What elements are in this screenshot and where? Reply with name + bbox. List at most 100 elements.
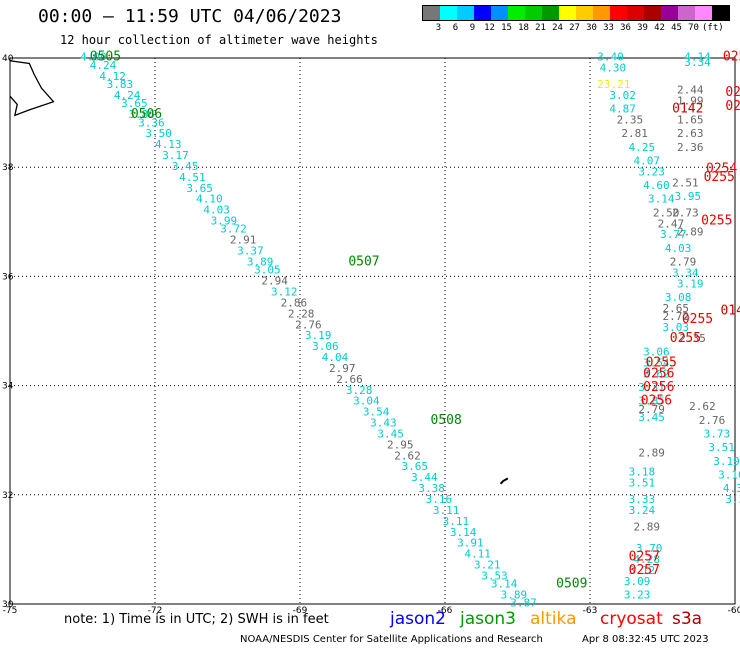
wave-height-value: 3.06 (643, 346, 670, 359)
wave-height-value: 3.12 (629, 564, 656, 577)
x-tick-label: -60 (728, 606, 740, 616)
legend-swatch (491, 6, 508, 20)
wave-height-value: 3.77 (660, 228, 687, 241)
satellite-label: altika (530, 609, 577, 629)
wave-height-value: 3.23 (638, 165, 665, 178)
wave-height-value: 3.51 (629, 477, 656, 490)
legend-unit: (ft) (702, 23, 724, 33)
track-time-label: 0255 (704, 170, 735, 185)
wave-height-value: 3.03 (663, 321, 690, 334)
wave-height-value: 3.11 (443, 515, 470, 528)
wave-height-value: 3.65 (402, 460, 429, 473)
wave-height-value: 3.89 (501, 589, 528, 602)
wave-height-value: 3.14 (491, 578, 518, 591)
legend-tick: 24 (552, 23, 563, 33)
wave-height-value: 4.04 (322, 351, 349, 364)
wave-height-value: 4.25 (629, 141, 656, 154)
wave-height-value: 4.60 (643, 179, 670, 192)
footer-credit: NOAA/NESDIS Center for Satellite Applica… (240, 634, 543, 645)
wave-height-value: 4.03 (665, 242, 692, 255)
wave-height-value: 3.62 (643, 367, 670, 380)
wave-height-value: 4.13 (155, 138, 182, 151)
map-frame (9, 57, 736, 605)
wave-height-value: 2.91 (230, 234, 257, 247)
wave-height-value: 4.07 (634, 154, 661, 167)
wave-height-value: 3.53 (481, 569, 508, 582)
wave-height-value: 4.37 (723, 482, 740, 495)
wave-height-value: 3.86 (128, 108, 155, 121)
track-time-label: 0255 (682, 312, 713, 327)
x-tick-label: -66 (438, 606, 453, 616)
wave-height-value: 3.33 (629, 493, 656, 506)
legend-swatch (423, 6, 440, 20)
page-subtitle: 12 hour collection of altimeter wave hei… (60, 33, 378, 47)
footer-timestamp: Apr 8 08:32:45 UTC 2023 (582, 634, 709, 645)
legend-swatch (678, 6, 695, 20)
wave-height-value: 3.36 (138, 116, 165, 129)
wave-height-value: 3.37 (237, 245, 264, 258)
y-tick-label: 38 (2, 163, 14, 173)
wave-height-value: 3.04 (353, 395, 380, 408)
legend-tick: 39 (637, 23, 648, 33)
wave-height-value: 3.44 (411, 471, 438, 484)
satellite-label: s3a (672, 609, 703, 629)
track-time-label: 0255 (670, 331, 701, 346)
wave-height-value: 4.87 (609, 103, 636, 116)
y-tick-label: 32 (2, 491, 13, 501)
wave-height-value: 3.65 (186, 182, 213, 195)
wave-height-value: 3.16 (426, 493, 453, 506)
track-time-label: 0507 (348, 254, 379, 269)
legend-swatch (593, 6, 610, 20)
wave-height-value: 4.12 (99, 70, 126, 83)
y-tick-label: 30 (2, 600, 14, 610)
wave-height-value: 2.50 (653, 206, 680, 219)
wave-height-value: 3.99 (211, 215, 238, 228)
wave-height-value: 2.35 (679, 332, 706, 345)
legend-swatch (440, 6, 457, 20)
wave-height-value: 3.73 (704, 427, 731, 440)
legend-swatch (712, 6, 729, 20)
legend-swatch (508, 6, 525, 20)
legend-swatch (644, 6, 661, 20)
color-legend: 3 6 9 12 15 18 21 24 27 30 33 36 39 42 45 70 (ft) (422, 5, 730, 33)
legend-swatch (695, 6, 712, 20)
wave-height-value: 2.28 (288, 307, 315, 320)
wave-height-value: 3.19 (677, 277, 704, 290)
wave-height-value: 3.70 (636, 542, 663, 555)
wave-height-value: 3.34 (672, 266, 699, 279)
wave-height-value: 2.94 (261, 275, 288, 288)
wave-height-value: 3.54 (363, 406, 390, 419)
legend-tick: 9 (469, 23, 476, 33)
wave-height-value: 2.47 (658, 217, 685, 230)
wave-height-value: 3.83 (107, 78, 133, 91)
track-time-label: 0509 (556, 577, 587, 592)
wave-height-value: 3.65 (121, 97, 147, 110)
legend-tick: 42 (654, 23, 665, 33)
wave-height-value: 3.08 (665, 291, 692, 304)
wave-height-value: 3.95 (675, 190, 702, 203)
wave-height-value: 23.21 (597, 78, 630, 91)
wave-height-value: 3.50 (145, 127, 172, 140)
x-tick-label: -69 (293, 606, 308, 616)
wave-height-value: 3.23 (624, 589, 651, 602)
track-time-label: 0257 (629, 549, 660, 564)
wave-height-value: 3.28 (346, 384, 373, 397)
y-tick-label: 36 (2, 272, 14, 282)
bermuda-island (499, 477, 509, 485)
legend-swatch (457, 6, 474, 20)
track-time-label: 0505 (90, 50, 121, 65)
wave-height-value: 3.43 (370, 417, 397, 430)
legend-swatch (576, 6, 593, 20)
wave-height-value: 2.76 (699, 414, 726, 427)
legend-swatch (525, 6, 542, 20)
wave-height-value: 2.79 (638, 403, 665, 416)
legend-tick: 21 (535, 23, 546, 33)
wave-height-value: 3.21 (474, 559, 501, 572)
wave-height-value: 2.66 (336, 373, 363, 386)
track-time-label: 0254 (706, 162, 737, 177)
wave-height-value: 3.85 (638, 395, 665, 408)
track-time-label: 025 (725, 99, 740, 114)
wave-height-value: 2.72 (663, 310, 690, 323)
wave-height-value: 3.14 (648, 193, 675, 206)
wave-height-value: 2.97 (329, 362, 356, 375)
